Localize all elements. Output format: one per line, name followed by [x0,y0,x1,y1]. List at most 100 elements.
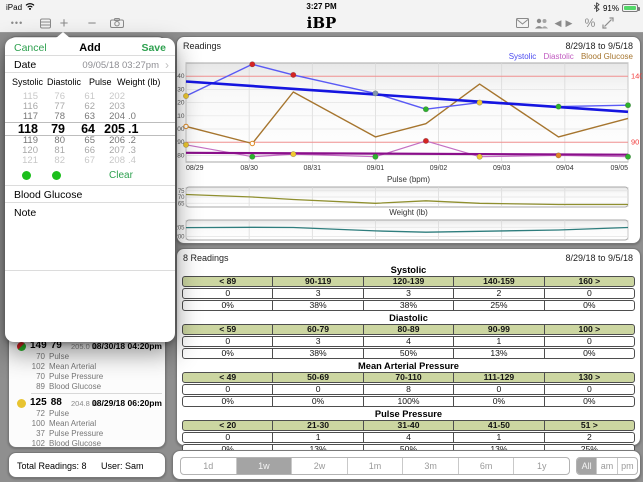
time-range-1y[interactable]: 1y [537,461,547,471]
count-row: 0 3 3 2 0 [182,288,636,299]
weight-chart-label: Weight (lb) [389,208,428,217]
svg-text:110: 110 [177,113,185,120]
reading-list-item[interactable]: 149 79 205.0 lb 08/30/18 04:20pm 70 Pulse … [9,340,165,392]
statistics-panel: 8 Readings 8/29/18 to 9/5/18 Systolic < … [176,248,641,455]
picker-header-systolic: Systolic [12,77,44,87]
camera-icon [110,18,124,28]
expand-button[interactable] [600,13,616,33]
time-range-6m[interactable]: 6m [459,458,515,474]
camera-button[interactable] [109,13,125,33]
percent-stats-button[interactable]: % [584,16,596,30]
note-field[interactable]: Note [14,207,37,219]
clock: 3:27 PM [306,2,337,11]
total-readings: Total Readings: 8 [17,461,87,471]
svg-text:200: 200 [177,234,185,240]
popover-arrow [56,32,70,38]
range-row: < 49 50-69 70-110 111-129 130 > [182,372,636,383]
time-range-2w[interactable]: 2w [292,458,348,474]
picker-header-diastolic: Diastolic [47,77,82,87]
mail-icon [515,18,529,28]
save-button[interactable]: Save [141,42,166,54]
svg-text:09/04: 09/04 [556,165,574,172]
svg-text:120: 120 [177,100,185,107]
svg-text:08/30: 08/30 [240,165,258,172]
date-value: 09/05/18 03:27pm [82,60,159,71]
systolic-category-dot [22,171,31,180]
diastolic-category-dot [52,171,61,180]
delete-reading-button[interactable]: − [87,14,97,32]
range-row: < 20 21-30 31-40 41-50 51 > [182,420,636,431]
reading-weight: 204.8 lb [71,399,98,408]
filter-am[interactable]: am [597,458,618,474]
popover-title: Add [79,42,101,54]
count-row: 0 3 4 1 0 [182,336,636,347]
percent-row: 0% 0% 100% 0% 0% [182,396,636,407]
time-range-1d[interactable]: 1d [181,458,237,474]
stats-section-title: Mean Arterial Pressure [358,361,459,371]
chart-legend: Systolic Diastolic Blood Glucose [504,52,633,61]
stats-section-pulse-pressure: Pulse Pressure < 20 21-30 31-40 41-50 51… [182,409,636,455]
clear-button[interactable]: Clear [109,170,133,181]
summary-footer: Total Readings: 8 User: Sam [8,452,166,478]
legend-blood-glucose: Blood Glucose [580,52,633,61]
percent-row: 0% 38% 50% 13% 0% [182,348,636,359]
svg-text:09/03: 09/03 [493,165,511,172]
reading-date: 08/29/18 06:20pm [92,398,162,408]
wifi-icon [25,2,35,12]
more-button[interactable]: ••• [10,18,24,28]
expand-icon [602,17,614,29]
time-range-3m[interactable]: 3m [403,458,459,474]
legend-diastolic: Diastolic [543,52,574,61]
users-button[interactable] [532,13,550,33]
add-reading-popover: Cancel Add Save Date 09/05/18 03:27pm › … [5,32,175,342]
main-toolbar: ••• + − iBP ◀ ▶ % [0,13,643,33]
range-row: < 59 60-79 80-89 90-99 100 > [182,324,636,335]
svg-text:75: 75 [178,189,185,195]
percent-row: 0% 38% 38% 25% 0% [182,300,636,311]
svg-text:09/05: 09/05 [610,165,628,172]
svg-text:09/02: 09/02 [430,165,448,172]
date-label: Date [14,59,37,71]
next-button[interactable]: ▶ [565,17,573,28]
stats-date-range: 8/29/18 to 9/5/18 [565,253,633,263]
value-picker-wheels[interactable]: 115 76 61 202 116 77 62 203 117 78 63 204.0 118 79… [5,92,175,166]
stats-section-title: Diastolic [389,313,428,323]
picker-header-pulse: Pulse [89,77,112,87]
reading-category-dot [17,399,26,408]
email-report-button[interactable] [514,13,530,33]
blood-glucose-field[interactable]: Blood Glucose [14,189,83,201]
svg-text:08/29: 08/29 [186,165,204,172]
bluetooth-icon [593,2,600,14]
battery-icon [622,4,640,12]
add-reading-button[interactable]: + [59,14,69,32]
cancel-button[interactable]: Cancel [14,42,47,54]
status-bar: iPad 3:27 PM 91% [0,0,643,13]
list-icon [39,18,51,28]
reading-category-dot [17,342,26,351]
reading-list-item[interactable]: 125 88 204.8 lb 08/29/18 06:20pm 72 Pulse … [9,397,165,447]
svg-text:140: 140 [631,72,642,81]
stats-section-title: Pulse Pressure [374,409,443,419]
svg-text:65: 65 [178,201,185,207]
svg-text:205: 205 [177,225,185,231]
svg-text:80: 80 [177,152,185,159]
device-label: iPad [6,2,23,12]
chart-readings-count: Readings [183,41,222,51]
app-title: iBP [306,14,337,32]
pulse-chart-label: Pulse (bpm) [386,175,431,184]
ampm-filter-control: All am pm [576,457,638,475]
people-icon [534,18,548,28]
time-range-1w[interactable]: 1w [236,458,293,474]
time-range-1m[interactable]: 1m [348,458,404,474]
count-row: 0 0 8 0 0 [182,384,636,395]
filter-pm[interactable]: pm [621,461,634,471]
svg-text:08/31: 08/31 [304,165,322,172]
range-row: < 89 90-119 120-139 140-159 160 > [182,276,636,287]
list-view-button[interactable] [38,13,52,33]
prev-button[interactable]: ◀ [554,17,562,28]
svg-text:09/01: 09/01 [367,165,385,172]
battery-percent: 91% [602,3,619,13]
filter-all[interactable]: All [577,458,598,474]
